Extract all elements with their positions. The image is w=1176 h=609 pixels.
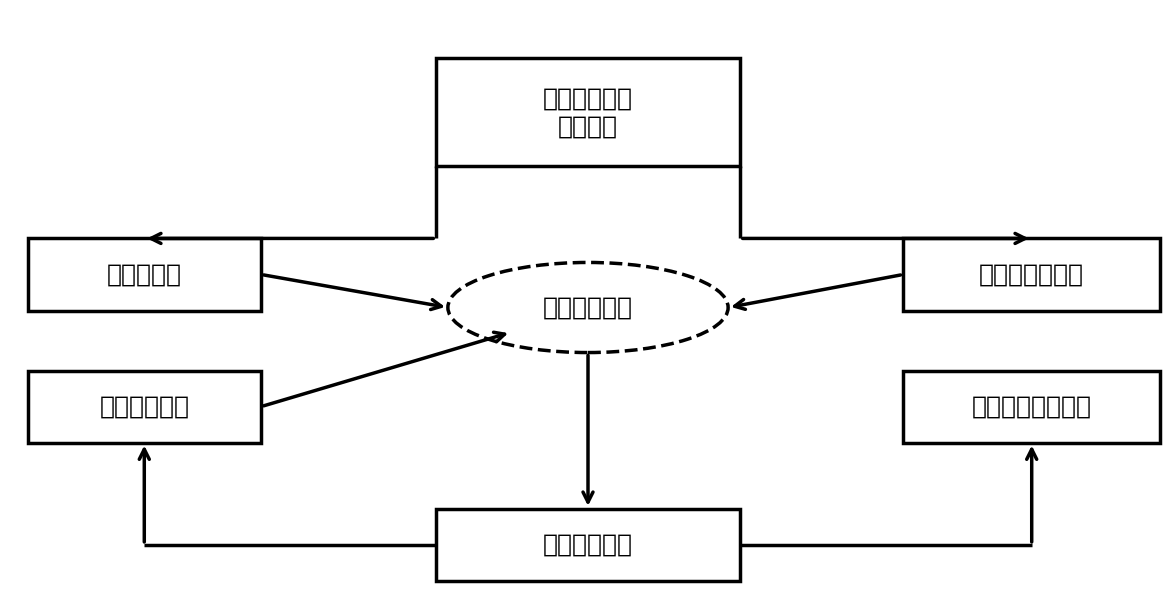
Bar [436, 509, 740, 581]
Text: 在线计算模块: 在线计算模块 [99, 395, 189, 418]
Text: 预计算模块: 预计算模块 [107, 262, 182, 286]
Bar [27, 370, 261, 443]
Ellipse shape [448, 262, 728, 353]
Text: 实时控冷工艺: 实时控冷工艺 [543, 295, 633, 320]
Bar [27, 239, 261, 311]
Text: 后计算自学习模块: 后计算自学习模块 [971, 395, 1091, 418]
Text: 轧制工艺信息
准备模块: 轧制工艺信息 准备模块 [543, 86, 633, 138]
Text: 水箱控制模块: 水箱控制模块 [543, 533, 633, 557]
Bar [903, 239, 1161, 311]
Bar [436, 58, 740, 166]
Bar [903, 370, 1161, 443]
Text: 控冷工艺数据库: 控冷工艺数据库 [980, 262, 1084, 286]
